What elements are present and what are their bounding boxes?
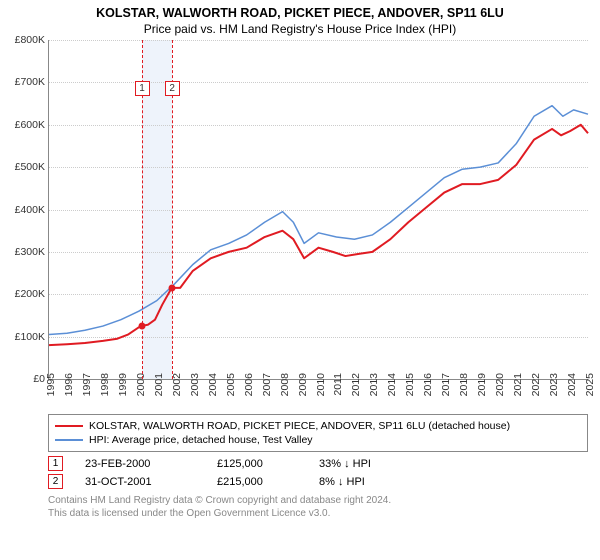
event-marker: 1 <box>135 81 150 96</box>
x-tick-label: 2013 <box>368 373 380 396</box>
x-tick-label: 2001 <box>153 373 165 396</box>
x-tick-label: 2021 <box>512 373 524 396</box>
sale-point <box>168 284 175 291</box>
x-tick-label: 2012 <box>350 373 362 396</box>
x-tick-label: 1998 <box>99 373 111 396</box>
x-tick-label: 2009 <box>297 373 309 396</box>
chart-subtitle: Price paid vs. HM Land Registry's House … <box>0 20 600 40</box>
sale-delta: 8% ↓ HPI <box>319 476 365 488</box>
x-tick-label: 2018 <box>458 373 470 396</box>
y-tick-label: £200K <box>1 288 45 300</box>
line-layer <box>49 40 588 379</box>
x-tick-label: 2022 <box>530 373 542 396</box>
y-tick-label: £100K <box>1 331 45 343</box>
legend-item: KOLSTAR, WALWORTH ROAD, PICKET PIECE, AN… <box>55 419 581 433</box>
sale-row: 1 23-FEB-2000 £125,000 33% ↓ HPI <box>48 456 588 471</box>
y-tick-label: £300K <box>1 246 45 258</box>
sale-price: £125,000 <box>217 458 297 470</box>
y-tick-label: £0 <box>1 373 45 385</box>
legend: KOLSTAR, WALWORTH ROAD, PICKET PIECE, AN… <box>48 414 588 452</box>
sale-date: 23-FEB-2000 <box>85 458 195 470</box>
chart-area: £0£100K£200K£300K£400K£500K£600K£700K£80… <box>48 40 588 408</box>
sale-delta: 33% ↓ HPI <box>319 458 371 470</box>
x-tick-label: 2006 <box>243 373 255 396</box>
y-tick-label: £700K <box>1 76 45 88</box>
chart-container: KOLSTAR, WALWORTH ROAD, PICKET PIECE, AN… <box>0 0 600 560</box>
x-tick-label: 2011 <box>332 373 344 396</box>
x-tick-label: 1997 <box>81 373 93 396</box>
y-tick-label: £800K <box>1 34 45 46</box>
legend-swatch <box>55 439 83 441</box>
legend-swatch <box>55 425 83 427</box>
x-tick-label: 2008 <box>279 373 291 396</box>
legend-label: KOLSTAR, WALWORTH ROAD, PICKET PIECE, AN… <box>89 420 510 432</box>
sale-marker: 1 <box>48 456 63 471</box>
x-tick-label: 2010 <box>315 373 327 396</box>
x-tick-label: 1996 <box>63 373 75 396</box>
y-tick-label: £500K <box>1 161 45 173</box>
sale-date: 31-OCT-2001 <box>85 476 195 488</box>
x-tick-label: 2019 <box>476 373 488 396</box>
x-tick-label: 2014 <box>386 373 398 396</box>
y-tick-label: £400K <box>1 204 45 216</box>
legend-label: HPI: Average price, detached house, Test… <box>89 434 313 446</box>
footer-attribution: Contains HM Land Registry data © Crown c… <box>48 495 588 520</box>
sale-point <box>138 323 145 330</box>
y-tick-label: £600K <box>1 119 45 131</box>
x-tick-label: 2007 <box>261 373 273 396</box>
x-tick-label: 2004 <box>207 373 219 396</box>
x-tick-label: 2020 <box>494 373 506 396</box>
sale-row: 2 31-OCT-2001 £215,000 8% ↓ HPI <box>48 474 588 489</box>
legend-item: HPI: Average price, detached house, Test… <box>55 433 581 447</box>
x-tick-label: 2005 <box>225 373 237 396</box>
plot-region: £0£100K£200K£300K£400K£500K£600K£700K£80… <box>48 40 588 380</box>
sale-price: £215,000 <box>217 476 297 488</box>
sales-list: 1 23-FEB-2000 £125,000 33% ↓ HPI 2 31-OCT-200… <box>0 456 600 489</box>
chart-title: KOLSTAR, WALWORTH ROAD, PICKET PIECE, AN… <box>0 0 600 20</box>
x-tick-label: 2025 <box>584 373 596 396</box>
x-tick-label: 2024 <box>566 373 578 396</box>
x-tick-label: 2017 <box>440 373 452 396</box>
footer-line-1: Contains HM Land Registry data © Crown c… <box>48 495 588 508</box>
event-marker: 2 <box>165 81 180 96</box>
x-tick-label: 2016 <box>422 373 434 396</box>
sale-marker: 2 <box>48 474 63 489</box>
x-tick-label: 2023 <box>548 373 560 396</box>
footer-line-2: This data is licensed under the Open Gov… <box>48 508 588 521</box>
x-tick-label: 1995 <box>45 373 57 396</box>
x-tick-label: 2015 <box>404 373 416 396</box>
series-property <box>49 125 588 345</box>
x-tick-label: 1999 <box>117 373 129 396</box>
series-hpi <box>49 106 588 335</box>
x-tick-label: 2003 <box>189 373 201 396</box>
